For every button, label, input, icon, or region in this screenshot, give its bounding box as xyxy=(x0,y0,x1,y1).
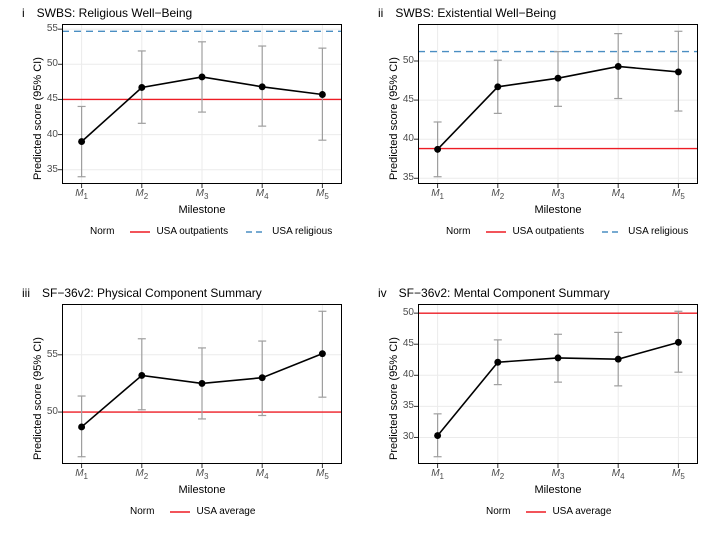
series-point xyxy=(434,432,441,439)
xtick-label: M4 xyxy=(250,188,274,201)
xtick-label: M4 xyxy=(606,188,630,201)
legend-title: Norm xyxy=(130,506,154,517)
xtick-label: M3 xyxy=(546,468,570,481)
xtick-label: M1 xyxy=(70,468,94,481)
panel-title-ii: ii SWBS: Existential Well−Being xyxy=(378,6,556,20)
y-axis-title: Predicted score (95% CI) xyxy=(32,57,44,180)
x-axis-title: Milestone xyxy=(172,484,232,496)
series-point xyxy=(555,354,562,361)
legend-key-line xyxy=(602,227,622,237)
xtick-label: M3 xyxy=(190,468,214,481)
plot-area-ii xyxy=(418,24,698,184)
xtick-label: M1 xyxy=(426,468,450,481)
panel-index: iv xyxy=(378,286,387,300)
y-axis-title: Predicted score (95% CI) xyxy=(32,337,44,460)
legend: Norm USA outpatients USA religious xyxy=(90,226,344,237)
series-point xyxy=(199,73,206,80)
xtick-label: M1 xyxy=(426,188,450,201)
series-point xyxy=(615,63,622,70)
ytick-label: 50 xyxy=(390,307,414,318)
panel-title-text: SF−36v2: Mental Component Summary xyxy=(387,286,610,300)
y-axis-title: Predicted score (95% CI) xyxy=(388,337,400,460)
xtick-label: M2 xyxy=(486,188,510,201)
legend-key-line xyxy=(130,227,150,237)
plot-area-i xyxy=(62,24,342,184)
legend-label: USA religious xyxy=(272,226,332,237)
legend-title: Norm xyxy=(486,506,510,517)
series-point xyxy=(494,83,501,90)
legend-title: Norm xyxy=(446,226,470,237)
legend-label: USA average xyxy=(552,506,611,517)
legend-title: Norm xyxy=(90,226,114,237)
panel-index: iii xyxy=(22,286,30,300)
series-point xyxy=(78,423,85,430)
series-point xyxy=(615,356,622,363)
legend-label: USA outpatients xyxy=(512,226,584,237)
x-axis-title: Milestone xyxy=(528,484,588,496)
legend-label: USA religious xyxy=(628,226,688,237)
ytick-label: 55 xyxy=(34,23,58,34)
x-axis-title: Milestone xyxy=(528,204,588,216)
xtick-label: M2 xyxy=(486,468,510,481)
plot-area-iii xyxy=(62,304,342,464)
xtick-label: M5 xyxy=(666,468,690,481)
xtick-label: M1 xyxy=(70,188,94,201)
series-point xyxy=(78,138,85,145)
series-point xyxy=(675,339,682,346)
xtick-label: M3 xyxy=(190,188,214,201)
xtick-label: M4 xyxy=(250,468,274,481)
series-point xyxy=(138,372,145,379)
legend-label: USA average xyxy=(196,506,255,517)
xtick-label: M2 xyxy=(130,188,154,201)
legend: Norm USA average xyxy=(486,506,623,517)
y-axis-title: Predicted score (95% CI) xyxy=(388,57,400,180)
plot-area-iv xyxy=(418,304,698,464)
panel-title-iv: iv SF−36v2: Mental Component Summary xyxy=(378,286,610,300)
panel-title-i: i SWBS: Religious Well−Being xyxy=(22,6,192,20)
panel-title-text: SWBS: Religious Well−Being xyxy=(25,6,193,20)
legend: Norm USA outpatients USA religious xyxy=(446,226,700,237)
legend: Norm USA average xyxy=(130,506,267,517)
series-point xyxy=(675,68,682,75)
xtick-label: M5 xyxy=(310,188,334,201)
panel-title-iii: iii SF−36v2: Physical Component Summary xyxy=(22,286,262,300)
series-point xyxy=(434,146,441,153)
xtick-label: M3 xyxy=(546,188,570,201)
legend-key-line xyxy=(486,227,506,237)
xtick-label: M2 xyxy=(130,468,154,481)
panel-title-text: SWBS: Existential Well−Being xyxy=(383,6,556,20)
series-point xyxy=(138,84,145,91)
series-point xyxy=(259,83,266,90)
legend-key-line xyxy=(246,227,266,237)
series-point xyxy=(259,374,266,381)
figure: i SWBS: Religious Well−Being3540455055M1… xyxy=(0,0,719,556)
series-point xyxy=(319,350,326,357)
xtick-label: M5 xyxy=(666,188,690,201)
series-point xyxy=(555,75,562,82)
series-point xyxy=(494,359,501,366)
series-point xyxy=(319,91,326,98)
legend-label: USA outpatients xyxy=(156,226,228,237)
legend-key-line xyxy=(170,507,190,517)
legend-key-line xyxy=(526,507,546,517)
xtick-label: M4 xyxy=(606,468,630,481)
x-axis-title: Milestone xyxy=(172,204,232,216)
xtick-label: M5 xyxy=(310,468,334,481)
series-point xyxy=(199,380,206,387)
panel-title-text: SF−36v2: Physical Component Summary xyxy=(30,286,262,300)
